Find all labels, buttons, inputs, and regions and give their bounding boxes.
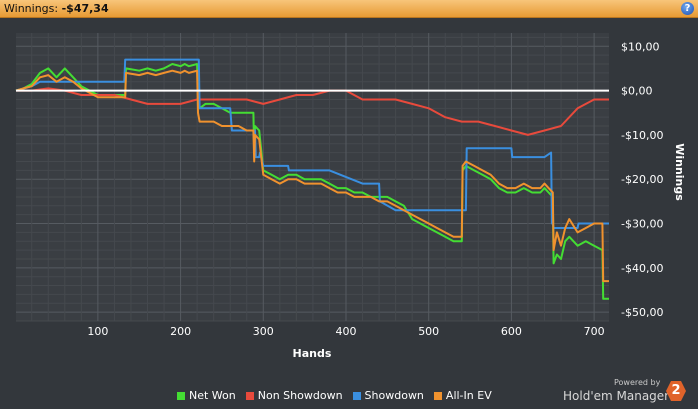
brand-name: Hold'em Manager <box>563 389 670 403</box>
series-line-showdown <box>15 58 609 229</box>
powered-by-label: Powered by <box>614 378 661 387</box>
legend-label: All-In EV <box>445 389 492 402</box>
legend-item-all-in-ev[interactable]: All-In EV <box>433 389 492 402</box>
y-tick-label: -$20,00 <box>621 173 663 186</box>
series-line-net-won <box>15 63 609 300</box>
y-tick-label: $10,00 <box>621 40 660 53</box>
legend-swatch <box>245 391 254 400</box>
y-tick-label: -$10,00 <box>621 129 663 142</box>
winnings-chart: 100 200 300 400 500 600 700 $10,00 $0,00 -$10,00 -… <box>15 33 686 360</box>
legend-swatch <box>433 391 442 400</box>
legend-swatch <box>177 391 185 400</box>
tick-labels: 100 200 300 400 500 600 700 $10,00 $0,00 -$10,00 -… <box>87 40 663 338</box>
legend-label: Showdown <box>364 389 424 402</box>
winnings-value: -$47,34 <box>61 2 109 15</box>
help-icon[interactable]: ? <box>681 2 694 15</box>
legend-label: Net Won <box>189 389 236 402</box>
series-layer <box>15 58 609 300</box>
winnings-label: Winnings: -$47,34 <box>4 2 109 15</box>
series-line-all-in-ev <box>15 69 609 283</box>
legend-label: Non Showdown <box>257 389 343 402</box>
y-tick-label: $0,00 <box>621 85 653 98</box>
x-tick-label: 700 <box>584 325 605 338</box>
brand-logo-icon: 2 <box>666 381 686 401</box>
y-axis-title: Winnings <box>673 143 686 201</box>
y-tick-label: -$50,00 <box>621 306 663 319</box>
x-tick-label: 200 <box>170 325 191 338</box>
x-axis-title: Hands <box>293 347 332 360</box>
legend-item-showdown[interactable]: Showdown <box>352 389 424 402</box>
legend-item-net-won[interactable]: Net Won <box>177 389 236 402</box>
x-tick-label: 400 <box>335 325 356 338</box>
legend-swatch <box>352 391 361 400</box>
y-tick-label: -$40,00 <box>621 262 663 275</box>
x-tick-label: 300 <box>253 325 274 338</box>
x-tick-label: 100 <box>87 325 108 338</box>
title-bar: Winnings: -$47,34 ? <box>0 0 698 18</box>
legend-item-non-showdown[interactable]: Non Showdown <box>245 389 343 402</box>
x-tick-label: 500 <box>418 325 439 338</box>
x-tick-label: 600 <box>501 325 522 338</box>
legend: Net Won Non Showdown Showdown All-In EV <box>177 389 492 402</box>
y-tick-label: -$30,00 <box>621 218 663 231</box>
series-line-non-showdown <box>16 87 609 136</box>
grid-lines <box>16 33 609 322</box>
